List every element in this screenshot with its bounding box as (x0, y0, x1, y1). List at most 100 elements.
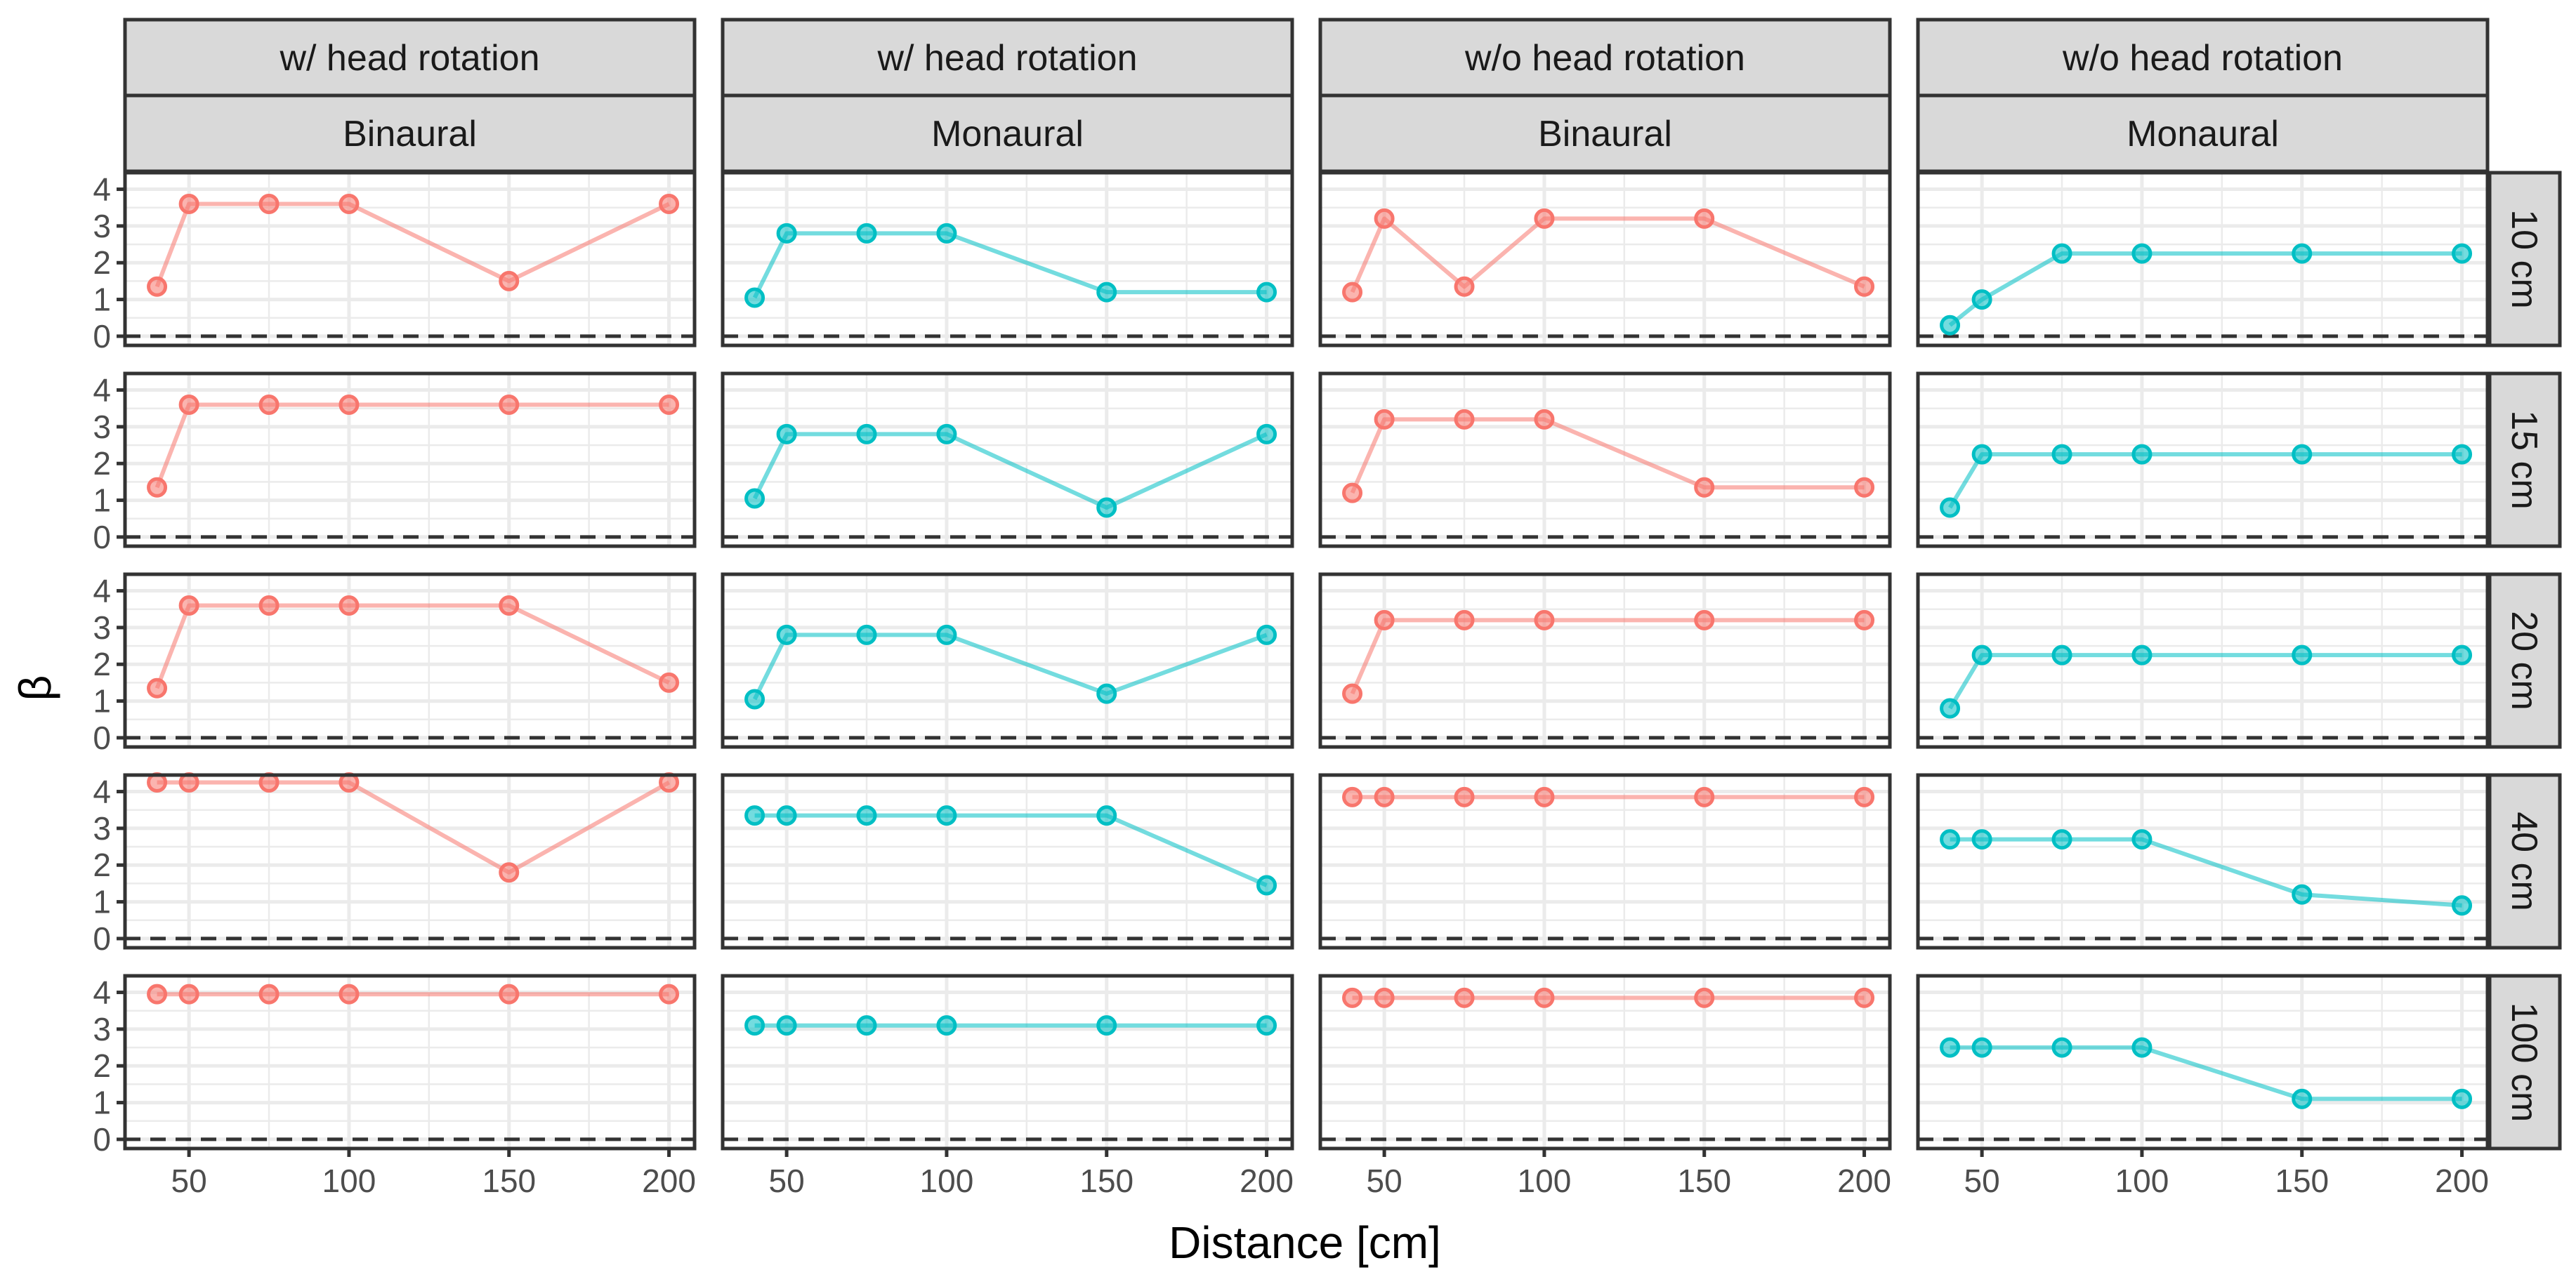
y-tick-label: 4 (93, 974, 111, 1011)
panel (1916, 572, 2490, 749)
panel-border (721, 773, 1294, 950)
panel (123, 171, 697, 348)
panel (1318, 572, 1892, 749)
data-point-binaural (1374, 987, 1395, 1008)
data-point-monaural (856, 805, 877, 826)
column-strip-bottom-label: Binaural (343, 114, 477, 154)
data-point-binaural (339, 595, 360, 616)
panel-background (1320, 574, 1890, 747)
data-point-binaural (258, 394, 280, 415)
data-point-binaural (1694, 477, 1715, 498)
data-point-binaural (1854, 786, 1875, 807)
column-strip-bottom-label: Monaural (931, 114, 1084, 154)
y-tick-label: 0 (93, 519, 111, 555)
panel (1916, 974, 2490, 1151)
column-strips-bottom: Binaural Monaural Binaural Monaural (123, 93, 2490, 173)
y-tick-label: 2 (93, 1047, 111, 1084)
data-point-monaural (856, 624, 877, 645)
data-point-monaural (1971, 1037, 1992, 1058)
panel-border (721, 171, 1294, 348)
column-strip-bottom-label: Binaural (1538, 114, 1672, 154)
panel-border (1916, 171, 2490, 348)
column-strip-top-label: w/o head rotation (2062, 38, 2343, 79)
panel (1318, 974, 1892, 1151)
y-tick-label: 1 (93, 482, 111, 519)
x-tick-label: 200 (1240, 1163, 1294, 1199)
data-point-monaural (744, 805, 765, 826)
row-strip-label: 15 cm (2504, 410, 2544, 510)
panel-border (721, 371, 1294, 548)
x-tick-label: 100 (322, 1163, 376, 1199)
data-point-monaural (744, 1015, 765, 1036)
data-point-monaural (2292, 1088, 2313, 1109)
panel-background (125, 976, 695, 1149)
data-point-binaural (1854, 609, 1875, 630)
data-point-monaural (744, 488, 765, 509)
column-strip-top-label: w/ head rotation (876, 38, 1137, 79)
row-strip (2488, 773, 2562, 950)
series-line-monaural (1948, 653, 2462, 710)
row-strip-label: 40 cm (2504, 812, 2544, 911)
data-point-binaural (1534, 409, 1555, 430)
panel (1318, 171, 1892, 348)
data-point-binaural (1454, 786, 1475, 807)
data-point-binaural (1374, 786, 1395, 807)
x-tick-label: 200 (642, 1163, 696, 1199)
panel (1318, 773, 1892, 950)
data-point-monaural (1971, 444, 1992, 465)
panel (721, 371, 1294, 548)
data-point-binaural (1454, 409, 1475, 430)
panel (1916, 371, 2490, 548)
data-point-binaural (147, 276, 168, 297)
data-point-binaural (499, 394, 520, 415)
y-tick-label: 2 (93, 646, 111, 682)
y-tick-label: 4 (93, 573, 111, 609)
x-tick-label: 50 (769, 1163, 805, 1199)
data-point-monaural (2131, 644, 2153, 666)
data-point-monaural (2292, 243, 2313, 264)
data-point-monaural (744, 689, 765, 710)
y-tick-label: 4 (93, 171, 111, 208)
series-line-monaural (1948, 452, 2462, 509)
data-point-monaural (2452, 444, 2473, 465)
panel-background (1918, 173, 2488, 345)
y-tick-label: 1 (93, 683, 111, 720)
data-point-binaural (659, 984, 680, 1005)
panel-border (1916, 974, 2490, 1151)
data-point-monaural (2051, 829, 2072, 850)
data-point-monaural (776, 624, 797, 645)
series-line-binaural (1350, 216, 1865, 293)
data-point-binaural (1342, 482, 1363, 503)
panel-background (1918, 574, 2488, 747)
column-strip-top (1916, 18, 2490, 98)
data-point-monaural (2131, 444, 2153, 465)
x-tick-label: 50 (1964, 1163, 2000, 1199)
data-point-binaural (147, 984, 168, 1005)
panel-background (1918, 976, 2488, 1149)
y-tick-label: 3 (93, 1011, 111, 1047)
data-point-binaural (258, 193, 280, 214)
data-point-binaural (659, 193, 680, 214)
data-point-monaural (2131, 829, 2153, 850)
panel-background (723, 976, 1292, 1149)
data-point-monaural (2452, 243, 2473, 264)
panel-border (1318, 371, 1892, 548)
panel-border (1916, 773, 2490, 950)
data-point-monaural (1971, 289, 1992, 310)
x-tick-label: 200 (2435, 1163, 2489, 1199)
series-line-binaural (155, 201, 670, 288)
data-point-binaural (1374, 409, 1395, 430)
column-strip-top-label: w/ head rotation (279, 38, 539, 79)
data-point-monaural (1256, 624, 1277, 645)
y-tick-label: 0 (93, 1121, 111, 1158)
data-point-monaural (2452, 1088, 2473, 1109)
data-point-monaural (2131, 243, 2153, 264)
data-point-monaural (936, 223, 957, 244)
data-point-binaural (147, 677, 168, 699)
y-tick-label: 2 (93, 244, 111, 281)
row-strip (2488, 371, 2562, 548)
y-tick-label: 2 (93, 847, 111, 883)
panel (721, 572, 1294, 749)
data-point-binaural (499, 984, 520, 1005)
data-point-binaural (1694, 786, 1715, 807)
